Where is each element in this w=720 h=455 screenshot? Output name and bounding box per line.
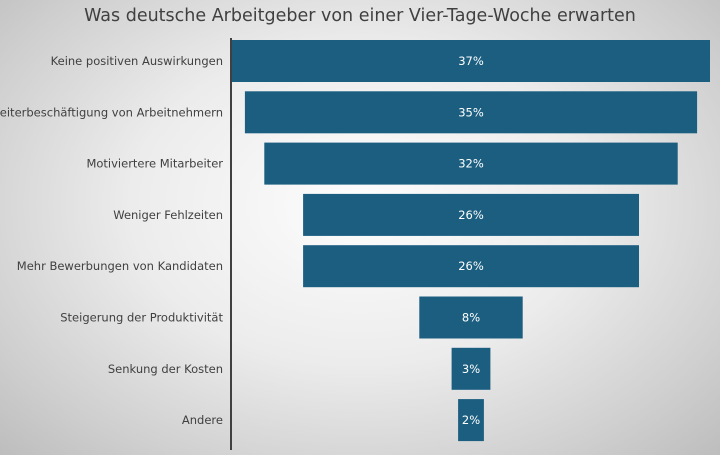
category-label: Weniger Fehlzeiten [113, 208, 223, 222]
data-label: 2% [462, 413, 480, 427]
category-label: Steigerung der Produktivität [60, 311, 223, 325]
funnel-bar [244, 91, 698, 134]
funnel-bar [419, 296, 523, 339]
data-label: 37% [458, 54, 484, 68]
category-label: Andere [182, 413, 223, 427]
data-label: 26% [458, 208, 484, 222]
chart-title: Was deutsche Arbeitgeber von einer Vier-… [84, 6, 636, 26]
funnel-bar [232, 40, 710, 82]
data-label: 3% [462, 362, 480, 376]
data-label: 26% [458, 259, 484, 273]
category-label: Mehr Bewerbungen von Kandidaten [17, 259, 223, 273]
funnel-bar [303, 193, 639, 236]
category-label: Weiterbeschäftigung von Arbeitnehmern [0, 105, 223, 119]
category-label: Senkung der Kosten [108, 362, 223, 376]
funnel-bar [303, 245, 639, 288]
funnel-bar [451, 347, 491, 390]
category-label: Motiviertere Mitarbeiter [86, 157, 223, 171]
funnel-bar [264, 142, 678, 185]
data-label: 35% [458, 105, 484, 119]
funnel-bar [458, 399, 484, 442]
category-label: Keine positiven Auswirkungen [51, 54, 223, 68]
data-label: 8% [462, 311, 480, 325]
data-label: 32% [458, 157, 484, 171]
